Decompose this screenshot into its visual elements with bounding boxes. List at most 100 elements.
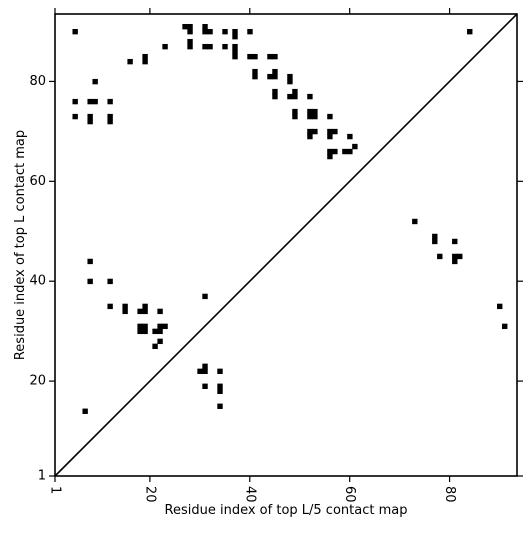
contact-point-upper xyxy=(467,28,473,35)
contact-point-upper xyxy=(307,108,313,115)
y-tick-label: 60 xyxy=(29,174,46,189)
contact-point-upper xyxy=(292,113,298,120)
contact-point-upper xyxy=(332,128,338,135)
contact-point-lower xyxy=(137,323,143,330)
contact-point-lower xyxy=(142,308,148,315)
contact-point-lower xyxy=(152,343,158,350)
contact-point-lower xyxy=(502,323,508,330)
contact-point-upper xyxy=(272,73,278,80)
contact-point-lower xyxy=(157,338,163,345)
contact-point-lower xyxy=(457,253,463,260)
contact-point-upper xyxy=(312,128,318,135)
x-tick-label: 60 xyxy=(342,486,357,503)
contact-point-lower xyxy=(437,253,443,260)
contact-point-upper xyxy=(247,28,253,35)
contact-point-lower xyxy=(122,303,128,310)
contact-point-upper xyxy=(92,78,98,85)
contact-point-lower xyxy=(202,383,208,389)
contact-point-lower xyxy=(142,303,148,310)
contact-point-upper xyxy=(292,108,298,115)
contact-point-upper xyxy=(347,148,353,155)
contact-point-lower xyxy=(82,408,88,414)
contact-point-upper xyxy=(92,98,98,105)
contact-point-lower xyxy=(122,308,128,315)
y-tick-label: 20 xyxy=(29,374,46,389)
contact-point-lower xyxy=(452,253,458,260)
diagonal-line xyxy=(54,13,518,477)
x-tick-label: 20 xyxy=(142,486,157,503)
contact-point-upper xyxy=(232,33,238,40)
contact-point-lower xyxy=(162,323,168,330)
contact-point-upper xyxy=(207,43,213,50)
contact-point-upper xyxy=(307,128,313,135)
contact-point-lower xyxy=(87,278,93,285)
contact-point-upper xyxy=(187,28,193,35)
contact-point-upper xyxy=(207,28,213,35)
contact-point-upper xyxy=(327,153,333,160)
contact-point-lower xyxy=(137,308,143,315)
contact-point-upper xyxy=(267,53,273,60)
contact-point-upper xyxy=(232,28,238,35)
contact-point-upper xyxy=(232,53,238,60)
contact-point-lower xyxy=(152,328,158,335)
x-axis-label: Residue index of top L/5 contact map xyxy=(165,503,408,518)
contact-point-upper xyxy=(87,113,93,120)
contact-point-lower xyxy=(452,258,458,265)
contact-point-upper xyxy=(87,118,93,125)
contact-point-upper xyxy=(142,53,148,60)
contact-point-upper xyxy=(312,108,318,115)
contact-point-upper xyxy=(107,113,113,120)
contact-point-lower xyxy=(217,383,223,389)
contact-point-upper xyxy=(352,143,358,150)
contact-point-upper xyxy=(72,98,78,105)
y-axis-label: Residue index of top L contact map xyxy=(13,130,28,360)
contact-point-upper xyxy=(202,28,208,35)
contact-point-lower xyxy=(432,233,438,240)
contact-point-upper xyxy=(267,73,273,80)
contact-point-lower xyxy=(202,368,208,375)
x-tick-label: 80 xyxy=(442,486,457,503)
contact-point-lower xyxy=(217,368,223,375)
contact-point-upper xyxy=(252,73,258,80)
contact-point-upper xyxy=(312,113,318,120)
y-tick-label: 80 xyxy=(29,74,46,89)
contact-point-lower xyxy=(432,238,438,245)
contact-point-upper xyxy=(347,133,353,140)
contact-point-upper xyxy=(332,148,338,155)
contact-point-upper xyxy=(307,113,313,120)
contact-point-lower xyxy=(202,363,208,370)
contact-point-upper xyxy=(252,53,258,60)
contact-point-lower xyxy=(142,328,148,335)
contact-point-upper xyxy=(162,43,168,50)
contact-point-upper xyxy=(272,68,278,75)
contact-point-lower xyxy=(412,218,418,225)
contact-point-upper xyxy=(107,98,113,105)
contact-point-upper xyxy=(107,118,113,125)
y-tick-label: 1 xyxy=(38,469,46,484)
contact-point-lower xyxy=(202,293,208,300)
contact-point-upper xyxy=(187,38,193,45)
contact-point-upper xyxy=(272,53,278,60)
contact-point-upper xyxy=(292,88,298,95)
contact-point-lower xyxy=(107,303,113,310)
x-tick-label: 40 xyxy=(242,486,257,503)
contact-point-upper xyxy=(222,43,228,50)
contact-point-upper xyxy=(87,98,93,105)
contact-point-lower xyxy=(197,368,203,375)
contact-point-upper xyxy=(127,58,133,65)
contact-point-upper xyxy=(252,68,258,75)
contact-point-upper xyxy=(292,93,298,100)
contact-point-upper xyxy=(287,93,293,100)
contact-point-upper xyxy=(72,28,78,35)
contact-point-lower xyxy=(157,308,163,315)
contact-point-upper xyxy=(307,93,313,100)
contact-point-upper xyxy=(307,133,313,140)
contact-point-lower xyxy=(107,278,113,285)
contact-point-upper xyxy=(182,23,188,30)
contact-point-upper xyxy=(327,148,333,155)
contact-point-lower xyxy=(157,323,163,330)
ticks-layer: 1 20 40 60 80 1 20 40 60 80 xyxy=(29,8,523,503)
contact-point-lower xyxy=(87,258,93,265)
